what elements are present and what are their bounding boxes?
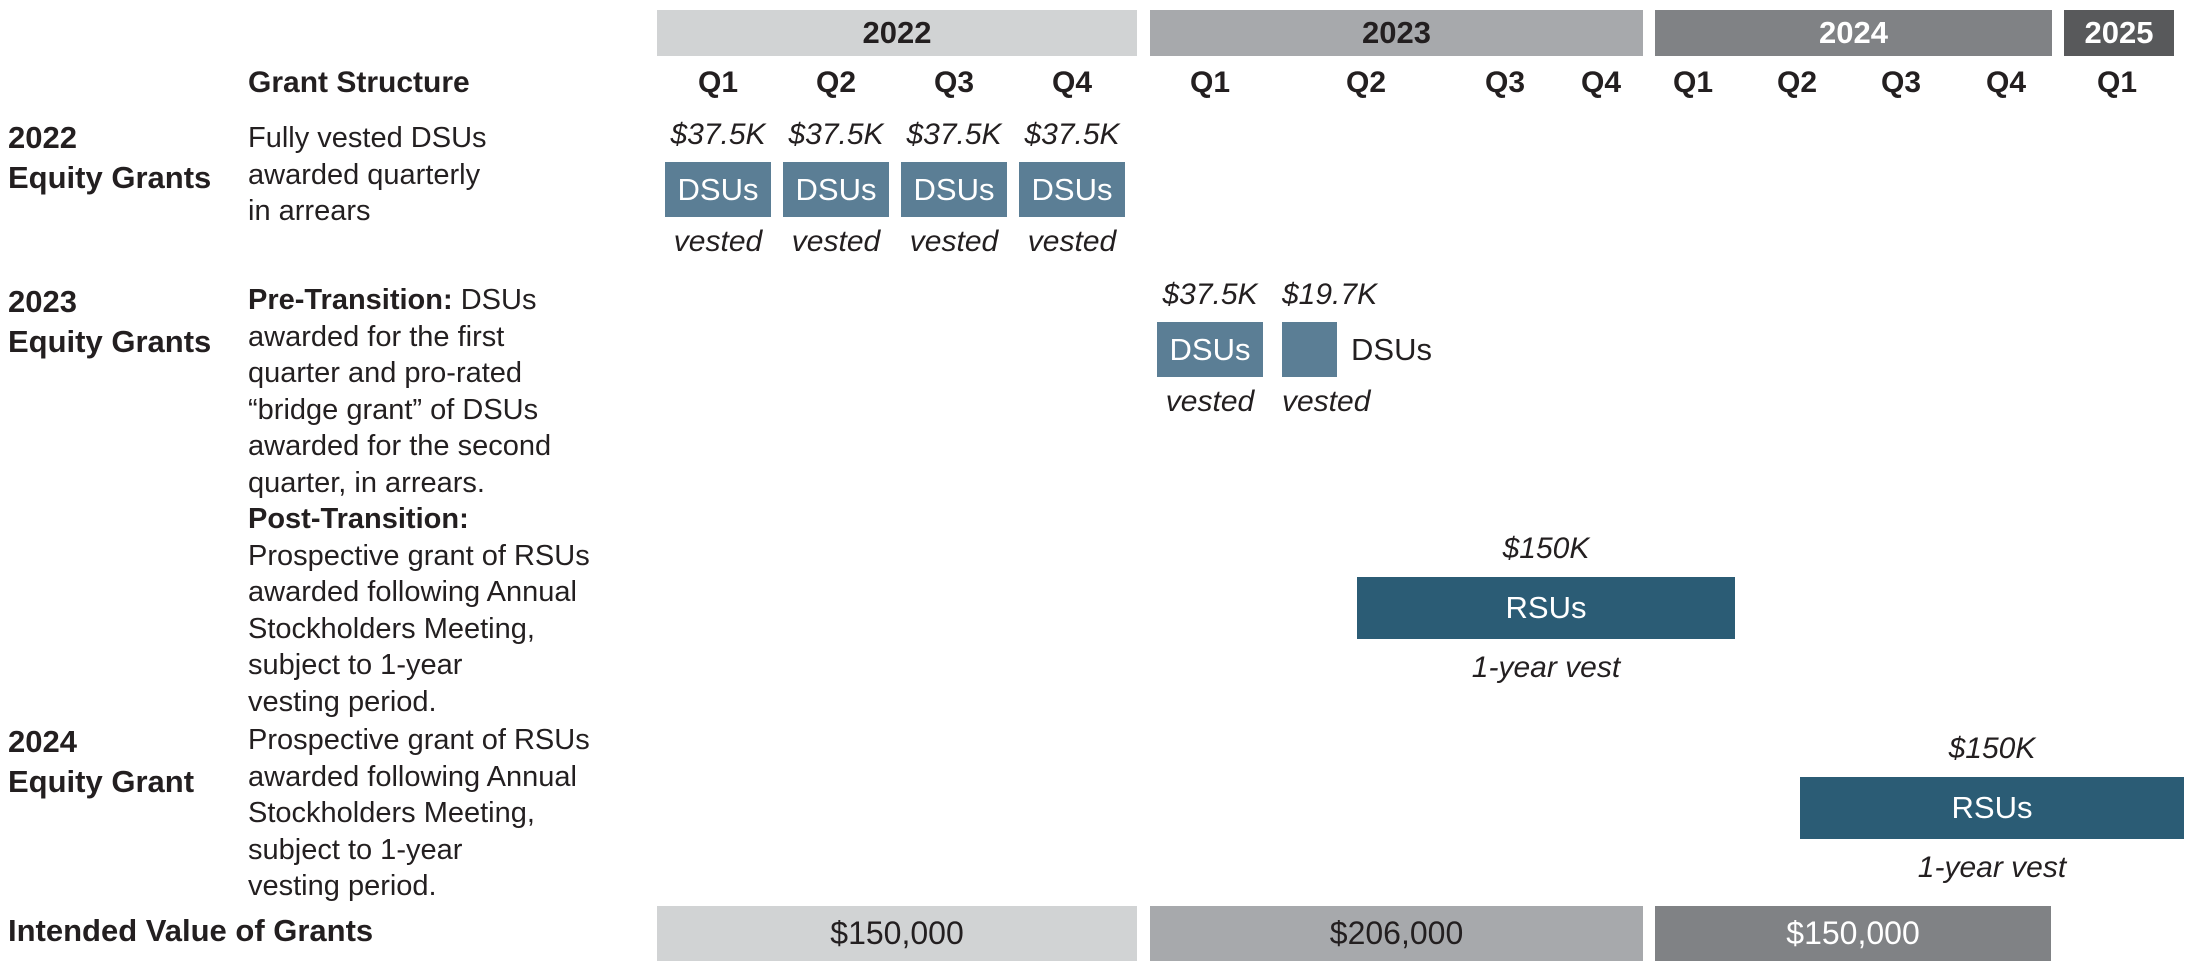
vest-status: vested bbox=[791, 225, 881, 258]
grant-2022-q3: $37.5K DSUs vested bbox=[901, 118, 1007, 259]
grant-value: $37.5K bbox=[906, 118, 1002, 151]
year-band-2023: 2023 bbox=[1150, 10, 1643, 56]
grant-value: $37.5K bbox=[670, 118, 766, 151]
vest-status: vested bbox=[1165, 385, 1255, 418]
grant-2023-q2-bridge: $19.7K DSUs vested bbox=[1282, 278, 1512, 419]
grant-structure-2024-description: Prospective grant of RSUs awarded follow… bbox=[248, 724, 590, 902]
grant-structure-header: Grant Structure bbox=[248, 66, 470, 99]
grant-value: $37.5K bbox=[1024, 118, 1120, 151]
grant-2022-q1: $37.5K DSUs vested bbox=[665, 118, 771, 259]
intended-value-label: Intended Value of Grants bbox=[8, 913, 374, 948]
dsu-box: DSUs bbox=[901, 162, 1007, 217]
vest-status: vested bbox=[673, 225, 763, 258]
post-transition-text: Prospective grant of RSUs awarded follow… bbox=[248, 539, 590, 718]
grant-structure-2023-description: Pre-Transition: DSUs awarded for the fir… bbox=[248, 282, 688, 720]
dsu-box-bridge bbox=[1282, 322, 1337, 377]
dsu-box: DSUs bbox=[1019, 162, 1125, 217]
grant-structure-2022-description: Fully vested DSUs awarded quarterly in a… bbox=[248, 122, 487, 227]
grant-value: $150K bbox=[1948, 731, 2036, 765]
quarter-label-2024-q1: Q1 bbox=[1672, 66, 1714, 99]
grant-value: $37.5K bbox=[788, 118, 884, 151]
pre-transition-label: Pre-Transition: bbox=[248, 284, 453, 316]
row-title-2022-equity-grants: 2022 Equity Grants bbox=[8, 120, 212, 195]
quarter-label-2022-q1: Q1 bbox=[697, 66, 739, 99]
intended-value-2023: $206,000 bbox=[1150, 906, 1643, 961]
dsu-box: DSUs bbox=[783, 162, 889, 217]
vesting-label: 1-year vest bbox=[1917, 851, 2067, 884]
grant-value: $150K bbox=[1502, 531, 1590, 565]
quarter-label-2024-q2: Q2 bbox=[1776, 66, 1818, 99]
pre-transition-text: DSUs awarded for the first quarter and p… bbox=[248, 284, 552, 499]
quarter-label-2022-q2: Q2 bbox=[815, 66, 857, 99]
rsu-bar: RSUs bbox=[1800, 777, 2184, 839]
quarter-label-2023-q3: Q3 bbox=[1484, 66, 1526, 99]
post-transition-label: Post-Transition: bbox=[248, 503, 469, 535]
grant-2022-q2: $37.5K DSUs vested bbox=[783, 118, 889, 259]
grant-2022-q4: $37.5K DSUs vested bbox=[1019, 118, 1125, 259]
row-title-2023-equity-grants: 2023 Equity Grants bbox=[8, 284, 212, 359]
quarter-label-2024-q3: Q3 bbox=[1880, 66, 1922, 99]
dsu-box: DSUs bbox=[1157, 322, 1263, 377]
vest-status: vested bbox=[1282, 385, 1371, 418]
dsu-outside-label: DSUs bbox=[1351, 331, 1432, 367]
rsu-grant-2023: $150K RSUs 1-year vest bbox=[1357, 520, 1735, 685]
grant-value: $37.5K bbox=[1162, 278, 1258, 311]
rsu-bar: RSUs bbox=[1357, 577, 1735, 639]
quarter-label-2023-q2: Q2 bbox=[1345, 66, 1387, 99]
quarter-label-2023-q1: Q1 bbox=[1189, 66, 1231, 99]
quarter-label-2024-q4: Q4 bbox=[1985, 66, 2027, 99]
row-title-2024-equity-grant: 2024 Equity Grant bbox=[8, 724, 195, 799]
rsu-grant-2024: $150K RSUs 1-year vest bbox=[1800, 720, 2184, 885]
quarter-label-2022-q3: Q3 bbox=[933, 66, 975, 99]
quarter-label-2023-q4: Q4 bbox=[1580, 66, 1622, 99]
year-band-2022: 2022 bbox=[657, 10, 1137, 56]
grant-value: $19.7K bbox=[1282, 278, 1378, 311]
year-band-2024: 2024 bbox=[1655, 10, 2052, 56]
quarter-label-2022-q4: Q4 bbox=[1051, 66, 1093, 99]
dsu-box: DSUs bbox=[665, 162, 771, 217]
grant-2023-q1: $37.5K DSUs vested bbox=[1157, 278, 1263, 419]
year-band-2025: 2025 bbox=[2064, 10, 2174, 56]
vesting-label: 1-year vest bbox=[1471, 651, 1621, 684]
vest-status: vested bbox=[1027, 225, 1117, 258]
intended-value-2022: $150,000 bbox=[657, 906, 1137, 961]
quarter-label-2025-q1: Q1 bbox=[2096, 66, 2138, 99]
intended-value-2024: $150,000 bbox=[1655, 906, 2051, 961]
vest-status: vested bbox=[909, 225, 999, 258]
